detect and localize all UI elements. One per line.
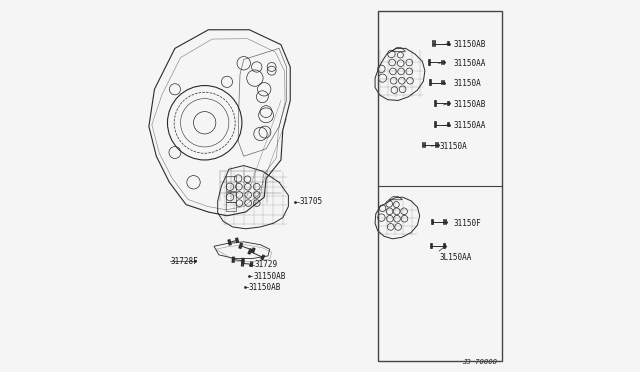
Bar [227,176,236,191]
Text: 31150AA: 31150AA [453,121,486,130]
Text: 31150AB: 31150AB [253,272,285,280]
Text: 3L150AA: 3L150AA [439,253,472,262]
Text: 31150AB: 31150AB [453,100,486,109]
Text: J3 70000: J3 70000 [461,359,497,365]
Text: 31150AB: 31150AB [453,40,486,49]
Text: 31150F: 31150F [453,219,481,228]
Text: 31729: 31729 [255,260,278,269]
Bar [227,202,236,211]
Text: 31150A: 31150A [439,142,467,151]
Text: 31705: 31705 [300,197,323,206]
Text: 31150A: 31150A [453,79,481,88]
Text: 31150AB: 31150AB [248,283,281,292]
Text: 31728F: 31728F [170,257,198,266]
Text: 31150AA: 31150AA [453,59,486,68]
Bar [378,11,502,361]
Bar [227,192,236,202]
